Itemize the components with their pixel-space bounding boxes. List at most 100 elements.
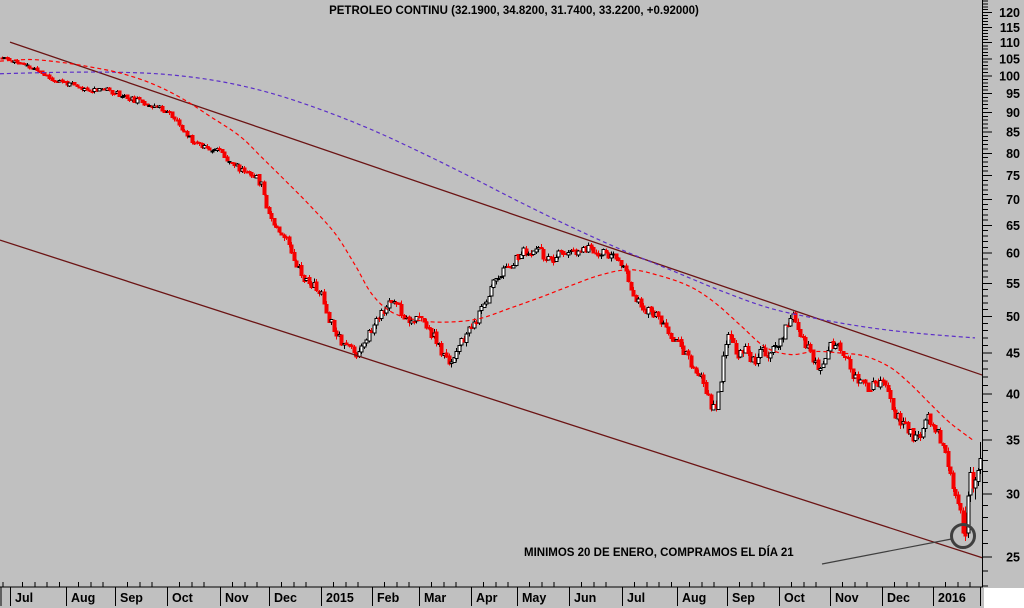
candle-body — [367, 329, 372, 342]
candle-body — [719, 381, 724, 393]
price-axis-label: 40 — [1006, 387, 1020, 401]
annotation-pointer-line — [821, 538, 952, 565]
month-label: Aug — [682, 591, 706, 605]
price-axis-label: 80 — [1006, 147, 1020, 161]
chart-title: PETROLEO CONTINU (32.1900, 34.8200, 31.7… — [329, 5, 699, 17]
candle-body — [898, 413, 903, 426]
candle-body — [364, 339, 369, 344]
candle-body — [541, 248, 546, 260]
candle-body — [242, 167, 247, 173]
price-axis-label: 25 — [1006, 551, 1020, 565]
candle-body — [374, 317, 379, 326]
month-label: Dec — [274, 591, 297, 605]
month-label: Jul — [15, 591, 33, 605]
candle-body — [656, 311, 661, 318]
candle-body — [883, 380, 888, 386]
candle-body — [439, 343, 444, 356]
month-label: Feb — [377, 591, 400, 605]
candle-body — [808, 344, 813, 352]
candle-body — [716, 391, 721, 410]
month-label: Oct — [784, 591, 806, 605]
candle-body — [666, 326, 671, 335]
candle-body — [591, 247, 596, 254]
candle-body — [768, 352, 773, 359]
candle-body — [52, 79, 57, 82]
candle-body — [464, 333, 469, 344]
candle-body — [379, 310, 384, 319]
candle-body — [87, 89, 92, 92]
candle-body — [292, 251, 297, 261]
candle-body — [294, 260, 299, 268]
month-label: Nov — [225, 591, 249, 605]
candle-body — [706, 393, 711, 396]
candle-body — [444, 352, 449, 358]
candle-body — [72, 82, 77, 86]
candle-body — [222, 151, 227, 159]
price-axis-label: 60 — [1006, 247, 1020, 261]
candle-body — [888, 389, 893, 399]
candle-body — [419, 316, 424, 319]
candle-body — [217, 147, 222, 150]
candle-body — [721, 355, 726, 382]
candle-body — [803, 337, 808, 348]
candle-body — [783, 324, 788, 340]
candle-body — [833, 345, 838, 349]
price-axis-label: 115 — [1000, 21, 1020, 35]
moving-average-lines — [0, 58, 976, 441]
candle-body — [629, 281, 634, 291]
candle-body — [531, 250, 536, 256]
price-axis-label: 105 — [999, 52, 1020, 66]
candle-body — [349, 344, 354, 348]
month-label: Dec — [887, 591, 910, 605]
candle-body — [691, 366, 696, 369]
plot-area[interactable] — [0, 0, 982, 586]
candle-body — [279, 232, 284, 236]
candle-body — [334, 330, 339, 337]
candle-body — [117, 90, 122, 97]
candle-body — [322, 291, 327, 305]
price-axis-label: 95 — [1006, 87, 1020, 101]
candle-body — [511, 264, 516, 269]
month-label: 2015 — [326, 591, 354, 605]
candle-body — [22, 63, 27, 66]
candlestick-series — [0, 56, 983, 541]
candle-body — [414, 316, 419, 322]
candle-body — [943, 445, 948, 453]
candle-body — [145, 103, 150, 106]
candle-body — [863, 379, 868, 384]
candle-body — [479, 305, 484, 312]
candle-body — [958, 502, 963, 511]
candle-body — [948, 466, 953, 474]
candle-body — [496, 278, 501, 281]
candle-body — [501, 267, 506, 277]
month-label: Nov — [835, 591, 859, 605]
candle-body — [701, 374, 706, 385]
corner-blank — [984, 588, 1024, 608]
candle-body — [731, 338, 736, 344]
month-label: Jun — [574, 591, 596, 605]
candle-body — [726, 334, 731, 346]
candle-body — [277, 226, 282, 233]
candle-body — [399, 303, 404, 316]
candle-body — [47, 74, 52, 80]
annotation-label: MINIMOS 20 DE ENERO, COMPRAMOS EL DÍA 21 — [524, 546, 794, 559]
price-axis-label: 65 — [1006, 219, 1020, 233]
candle-body — [938, 430, 943, 444]
candle-body — [272, 218, 277, 226]
price-axis-label: 75 — [1006, 169, 1020, 183]
month-label: Aug — [71, 591, 95, 605]
candle-body — [641, 305, 646, 311]
candle-body — [299, 264, 304, 276]
price-axis-label: 45 — [1006, 347, 1020, 361]
candle-body — [107, 87, 112, 91]
annotation: MINIMOS 20 DE ENERO, COMPRAMOS EL DÍA 21 — [524, 523, 976, 565]
candle-body — [798, 328, 803, 337]
month-label: Apr — [476, 591, 498, 605]
month-label: Sep — [732, 591, 755, 605]
month-label: 2016 — [938, 591, 966, 605]
time-axis: Jul Aug Sep Oct Nov Dec 2015 Feb Mar Apr May Jun Jul… — [0, 582, 983, 606]
candle-body — [928, 413, 933, 426]
price-axis-label: 55 — [1006, 277, 1020, 291]
